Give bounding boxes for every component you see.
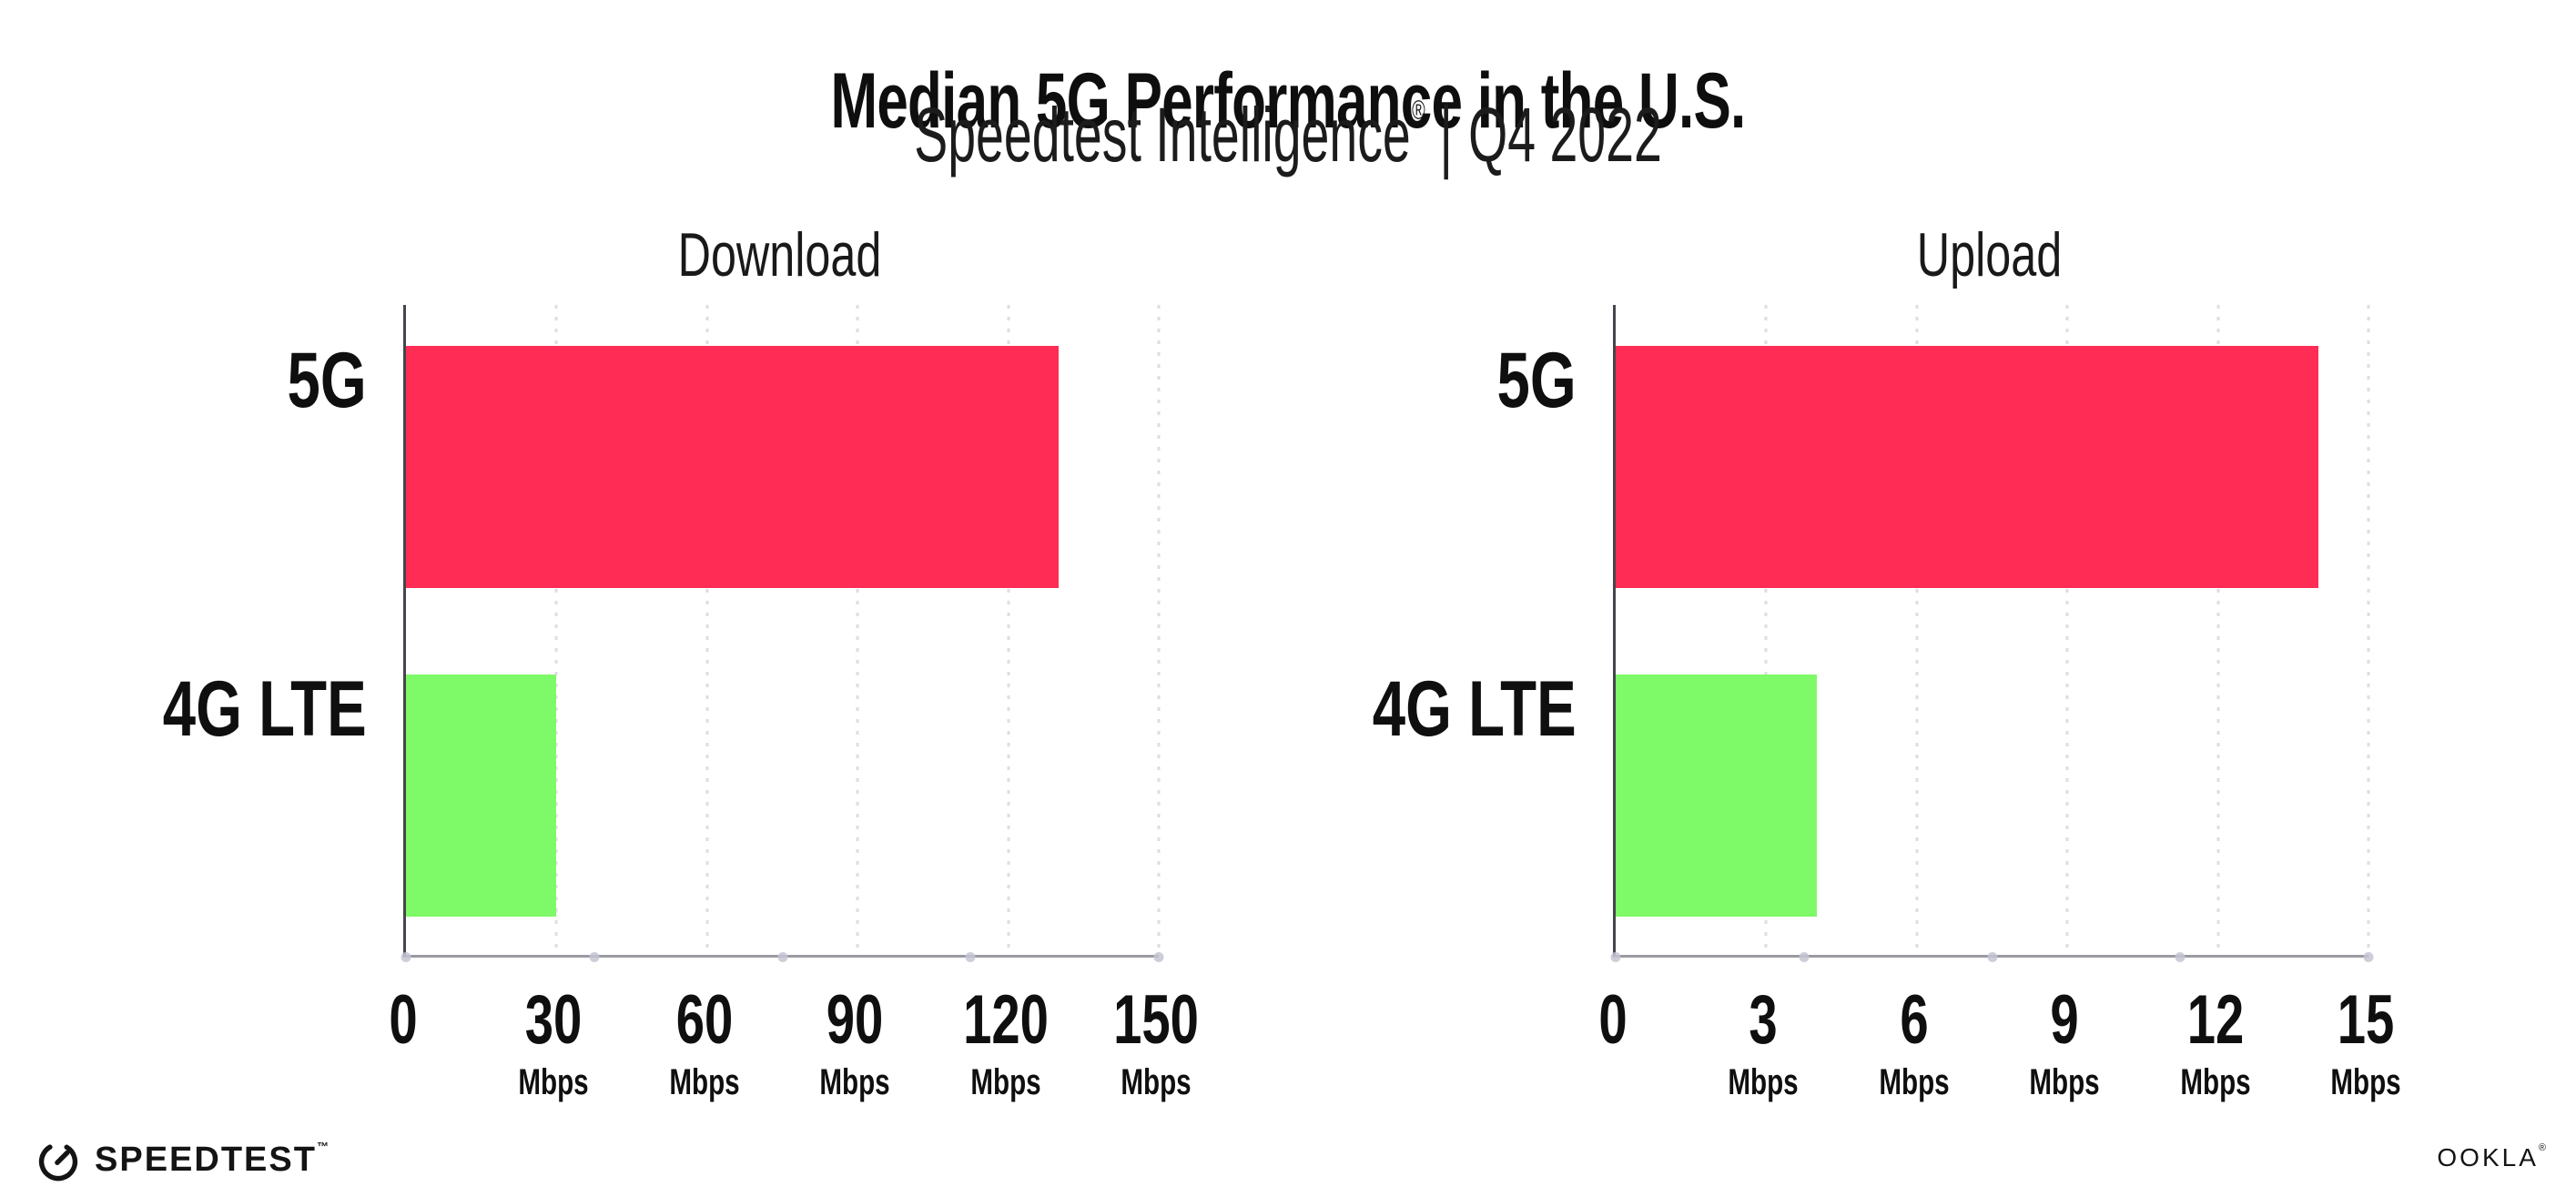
speedtest-wordmark: SPEEDTEST™ — [95, 1140, 330, 1179]
bar-download-5g — [406, 346, 1059, 588]
chart-section-upload: Upload 5G 4G LTE 0 3 Mbps 6 Mbps 9 Mbps 12 Mbps 1… — [1287, 218, 2401, 1138]
tick-number: 15 — [2337, 981, 2395, 1059]
category-label-5g: 5G — [1496, 337, 1577, 424]
axis-tick-dot — [2363, 952, 2374, 962]
tick-number: 12 — [2186, 981, 2244, 1059]
gridline — [1915, 305, 1919, 955]
x-tick-label-inner: 60 Mbps — [669, 981, 740, 1103]
tick-number: 0 — [389, 981, 418, 1059]
gridline — [554, 305, 558, 955]
chart-title-upload: Upload — [1916, 220, 2063, 289]
tick-unit: Mbps — [2330, 1062, 2401, 1103]
tick-unit: Mbps — [1728, 1062, 1800, 1103]
tick-number: 3 — [1749, 981, 1779, 1059]
gridline — [705, 305, 709, 955]
x-tick-label-inner: 0 — [389, 981, 418, 1059]
tick-unit: Mbps — [1121, 1062, 1192, 1103]
category-label-4g-lte: 4G LTE — [163, 665, 367, 753]
axis-tick-dot — [1799, 952, 1810, 962]
speedtest-logo: SPEEDTEST™ — [35, 1136, 330, 1183]
x-axis-ticks-upload: 0 3 Mbps 6 Mbps 9 Mbps 12 Mbps 15 Mbps — [1598, 981, 2400, 1133]
x-tick-label-inner: 30 Mbps — [518, 981, 590, 1103]
axis-tick-dot — [2175, 952, 2186, 962]
gridline — [2065, 305, 2069, 955]
x-tick-label-inner: 9 Mbps — [2029, 981, 2100, 1103]
page-title: Median 5G Performance in the U.S. — [830, 56, 1746, 145]
tick-unit: Mbps — [669, 1062, 740, 1103]
bar-upload-5g — [1616, 346, 2318, 588]
category-label-5g: 5G — [287, 337, 367, 424]
tick-number: 60 — [675, 981, 734, 1059]
page-subtitle: Speedtest Intelligence® | Q4 2022 — [438, 89, 2138, 180]
tick-number: 9 — [2050, 981, 2079, 1059]
bar-upload-4g-lte — [1616, 675, 1817, 917]
axis-tick-dot — [965, 952, 976, 962]
subtitle-brand: Speedtest Intelligence — [914, 92, 1411, 178]
tick-number: 90 — [826, 981, 884, 1059]
tick-unit: Mbps — [518, 1062, 590, 1103]
tick-number: 30 — [525, 981, 583, 1059]
x-axis-ticks-download: 0 30 Mbps 60 Mbps 90 Mbps 120 Mbps 150 Mbps — [389, 981, 1199, 1133]
x-tick-label-inner: 120 Mbps — [962, 981, 1049, 1103]
gridline — [2216, 305, 2220, 955]
subtitle-period: Q4 2022 — [1468, 92, 1662, 178]
axis-tick-dot — [1153, 952, 1164, 962]
ookla-wordmark: OOKLA® — [2437, 1142, 2549, 1172]
x-tick-label-inner: 0 — [1598, 981, 1628, 1059]
gridline — [1764, 305, 1768, 955]
chart-title-download: Download — [677, 220, 882, 289]
speedtest-gauge-icon — [38, 1142, 78, 1182]
chart-section-download: Download 5G 4G LTE 0 30 Mbps 60 Mbps 90 Mbps 12… — [77, 218, 1199, 1138]
subtitle-separator: | — [1439, 89, 1453, 180]
gridline — [2367, 305, 2370, 955]
axis-tick-dot — [1987, 952, 1997, 962]
gauge-needle — [55, 1150, 70, 1165]
tick-number: 6 — [1900, 981, 1929, 1059]
plot-area-upload — [1610, 305, 2374, 962]
tick-number: 150 — [1113, 981, 1199, 1059]
x-tick-label-inner: 12 Mbps — [2179, 981, 2251, 1103]
x-tick-label-inner: 3 Mbps — [1728, 981, 1800, 1103]
trademark-symbol: ™ — [316, 1140, 330, 1153]
plot-area-download — [401, 305, 1164, 962]
bar-download-4g-lte — [406, 675, 557, 917]
tick-unit: Mbps — [2029, 1062, 2100, 1103]
x-tick-label-inner: 90 Mbps — [819, 981, 890, 1103]
x-tick-label-inner: 15 Mbps — [2330, 981, 2401, 1103]
gridline — [1157, 305, 1161, 955]
tick-unit: Mbps — [819, 1062, 890, 1103]
axis-tick-dot — [777, 952, 787, 962]
x-tick-label-inner: 6 Mbps — [1879, 981, 1950, 1103]
axis-tick-dot — [589, 952, 600, 962]
x-tick-label-inner: 150 Mbps — [1113, 981, 1199, 1103]
registered-symbol: ® — [2538, 1142, 2549, 1153]
tick-number: 120 — [962, 981, 1049, 1059]
registered-mark: ® — [1412, 96, 1425, 126]
axis-tick-dot — [1610, 952, 1621, 962]
tick-unit: Mbps — [2179, 1062, 2251, 1103]
ookla-logo: OOKLA® — [2437, 1142, 2549, 1172]
gridline — [1007, 305, 1010, 955]
tick-number: 0 — [1598, 981, 1628, 1059]
gridline — [856, 305, 859, 955]
tick-unit: Mbps — [1879, 1062, 1950, 1103]
axis-tick-dot — [401, 952, 411, 962]
tick-unit: Mbps — [969, 1062, 1041, 1103]
category-label-4g-lte: 4G LTE — [1373, 665, 1577, 753]
